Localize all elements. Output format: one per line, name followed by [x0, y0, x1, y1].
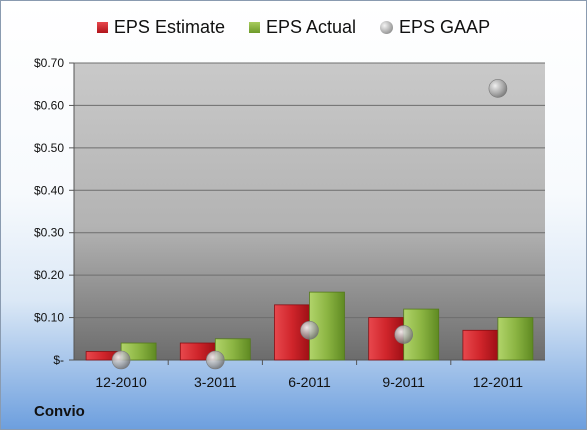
- legend-swatch-eps-actual: [248, 22, 260, 33]
- legend-swatch-eps-estimate: [96, 22, 108, 33]
- y-tick-label: $0.10: [34, 311, 64, 325]
- legend-label-eps-actual: EPS Actual: [265, 17, 357, 37]
- x-tick-label: 3-2011: [194, 374, 237, 390]
- legend-item-eps-actual: EPS Actual: [248, 17, 357, 38]
- legend-item-eps-estimate: EPS Estimate: [96, 17, 225, 38]
- point-eps-gaap: [394, 325, 414, 344]
- point-eps-gaap: [300, 320, 319, 340]
- bar-eps-estimate: [462, 329, 499, 361]
- legend: EPS Estimate EPS Actual EPS GAAP: [1, 17, 586, 38]
- x-tick-label: 9-2011: [382, 374, 425, 390]
- point-eps-gaap: [206, 350, 225, 370]
- legend-swatch-eps-gaap: [380, 21, 394, 34]
- y-tick-label: $0.30: [34, 226, 64, 240]
- y-tick-label: $0.20: [34, 268, 64, 282]
- y-tick-label: $0.60: [34, 98, 64, 112]
- y-tick-label: $0.40: [34, 183, 64, 197]
- legend-label-eps-estimate: EPS Estimate: [113, 17, 225, 37]
- y-tick-label: $0.70: [34, 56, 64, 70]
- x-tick-label: 6-2011: [288, 374, 331, 390]
- bar-eps-actual: [497, 317, 534, 361]
- y-tick-label: $0.50: [34, 141, 64, 155]
- legend-label-eps-gaap: EPS GAAP: [399, 17, 491, 37]
- x-tick-label: 12-2010: [95, 374, 147, 390]
- x-tick-label: 12-2011: [473, 374, 524, 390]
- bar-eps-actual: [214, 338, 251, 361]
- point-eps-gaap: [488, 79, 508, 98]
- y-tick-label: $-: [53, 353, 64, 367]
- point-eps-gaap: [111, 350, 131, 370]
- company-name: Convio: [34, 403, 85, 420]
- legend-item-eps-gaap: EPS GAAP: [380, 17, 490, 38]
